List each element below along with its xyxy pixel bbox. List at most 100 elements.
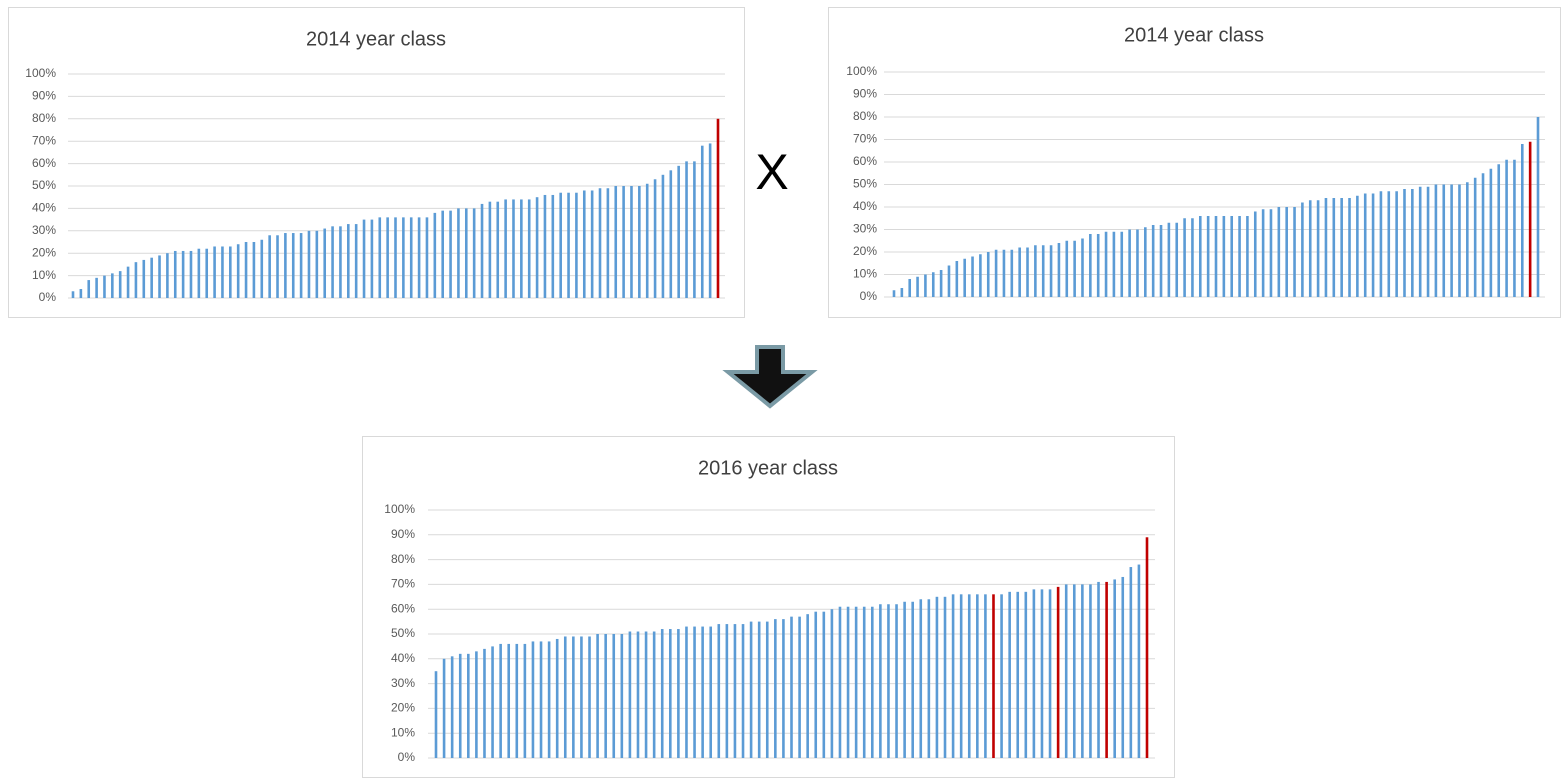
y-tick-label: 60% (853, 154, 877, 168)
y-tick-label: 50% (853, 177, 877, 191)
bar (1497, 164, 1501, 297)
bar (765, 621, 769, 758)
bar (450, 656, 454, 758)
bar (1520, 144, 1524, 297)
bar (496, 201, 500, 298)
bar (669, 629, 672, 758)
bar (685, 626, 688, 758)
bar (142, 259, 146, 298)
bar (523, 643, 527, 758)
bar (315, 230, 319, 298)
bar (1056, 586, 1060, 758)
bar (442, 658, 446, 758)
y-tick-label: 100% (384, 502, 415, 516)
bar (572, 636, 575, 758)
bar (892, 290, 896, 297)
bar (1356, 195, 1359, 297)
bar (984, 594, 987, 758)
bar (580, 636, 583, 758)
bar (394, 217, 397, 298)
bar (693, 161, 696, 298)
bar (971, 256, 974, 297)
y-tick-label: 30% (32, 223, 56, 237)
y-tick-label: 20% (32, 245, 56, 259)
bar (677, 629, 680, 758)
bar (268, 235, 271, 298)
bar (433, 212, 437, 298)
bar (959, 594, 963, 758)
bar (806, 614, 809, 758)
bar (935, 596, 939, 758)
bar (790, 616, 793, 758)
bar (1032, 589, 1036, 758)
bar (488, 201, 492, 298)
y-tick-label: 0% (398, 750, 416, 764)
bar (1057, 243, 1061, 297)
bar (409, 217, 413, 298)
bar (717, 624, 721, 758)
bar (543, 194, 547, 298)
bar (870, 606, 874, 758)
bar (189, 250, 193, 298)
bar (1144, 227, 1147, 297)
bar (1316, 200, 1320, 297)
bar (596, 634, 599, 758)
bar (491, 646, 494, 758)
bar (879, 604, 882, 758)
bar (1064, 584, 1068, 758)
bar (244, 242, 248, 298)
bar (1528, 141, 1532, 297)
bar (1395, 191, 1398, 297)
bar (1253, 211, 1257, 297)
bar (1371, 193, 1375, 297)
bar (992, 594, 995, 758)
bar (1097, 581, 1100, 758)
bar (307, 230, 311, 298)
bar (1104, 231, 1108, 297)
bar (547, 641, 551, 758)
bar (1285, 207, 1288, 297)
bar (979, 254, 982, 297)
bar (716, 118, 720, 298)
bar (434, 671, 438, 758)
bar (126, 266, 130, 298)
bar (994, 249, 998, 297)
y-tick-label: 70% (32, 133, 56, 147)
bar (1018, 247, 1021, 297)
bar (464, 208, 468, 298)
bar (1081, 238, 1084, 297)
bar (1120, 231, 1124, 297)
bar (197, 248, 201, 298)
bar (636, 631, 640, 758)
y-tick-label: 50% (32, 178, 56, 192)
bar (276, 235, 279, 298)
bar (71, 291, 75, 298)
y-tick-label: 100% (846, 64, 877, 78)
bar (467, 653, 470, 758)
bar (1332, 198, 1336, 297)
bar (782, 619, 785, 758)
bar (559, 192, 562, 298)
bar (638, 186, 641, 298)
bar (79, 289, 83, 298)
bar (150, 257, 153, 298)
bar (887, 604, 890, 758)
bar (1002, 249, 1006, 297)
bar (252, 242, 256, 298)
bar (1214, 216, 1218, 297)
bar (1293, 207, 1296, 297)
bar (986, 252, 990, 297)
bar (1191, 218, 1194, 297)
bar (575, 192, 578, 298)
bar (527, 199, 531, 298)
bar (1008, 591, 1011, 758)
bar (774, 619, 777, 758)
bar (103, 275, 106, 298)
bar (1434, 184, 1438, 297)
bar (507, 643, 511, 758)
bar (449, 210, 452, 298)
bar (1113, 579, 1116, 758)
y-tick-label: 80% (391, 552, 415, 566)
bar (708, 143, 712, 298)
bar (1489, 168, 1493, 297)
